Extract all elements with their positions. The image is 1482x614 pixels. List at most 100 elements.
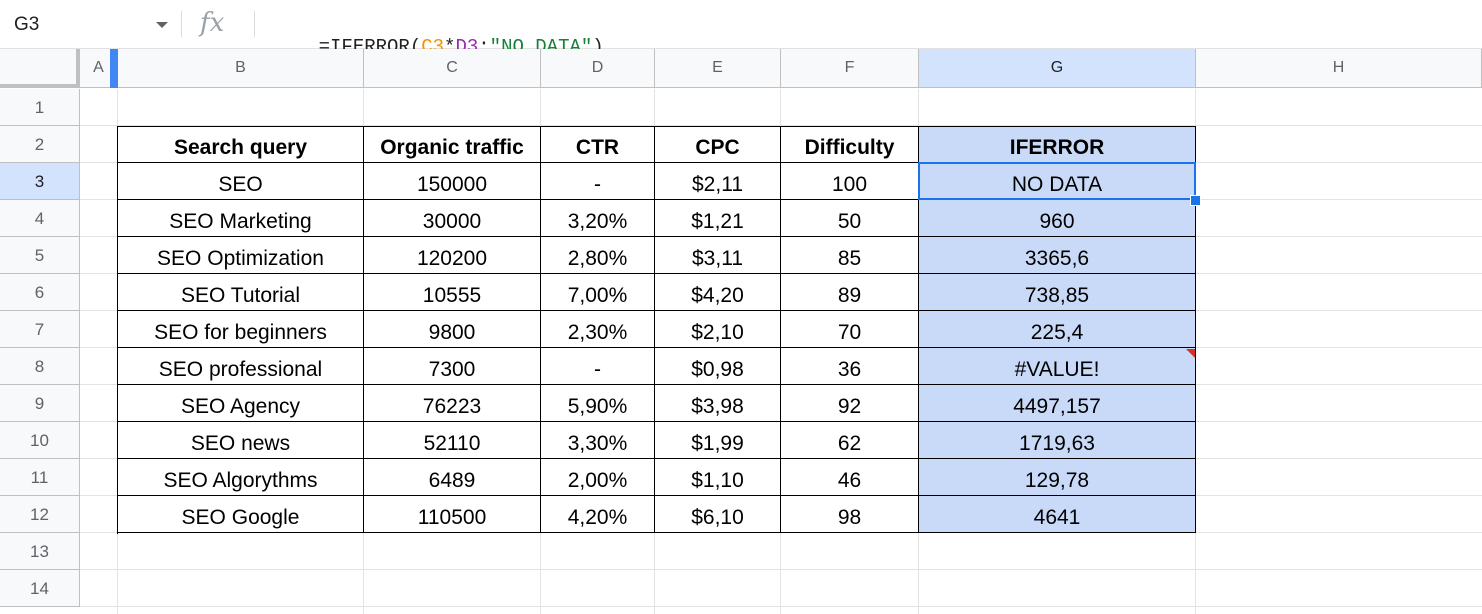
table-cell[interactable]: SEO Google xyxy=(118,496,364,533)
table-cell[interactable]: 7300 xyxy=(364,348,541,385)
row-header-9[interactable]: 9 xyxy=(0,385,80,422)
column-header-e[interactable]: E xyxy=(655,49,781,88)
table-cell[interactable]: 85 xyxy=(781,237,919,274)
table-cell[interactable]: 4,20% xyxy=(541,496,655,533)
table-cell[interactable]: 89 xyxy=(781,274,919,311)
table-cell[interactable]: 3365,6 xyxy=(919,237,1196,274)
table-cell[interactable]: 738,85 xyxy=(919,274,1196,311)
table-cell[interactable]: SEO Optimization xyxy=(118,237,364,274)
row-header-11[interactable]: 11 xyxy=(0,459,80,496)
row-header-13[interactable]: 13 xyxy=(0,533,80,570)
fill-handle[interactable] xyxy=(1190,195,1201,206)
table-cell[interactable]: 2,00% xyxy=(541,459,655,496)
table-cell[interactable]: SEO Agency xyxy=(118,385,364,422)
table-cell[interactable]: 46 xyxy=(781,459,919,496)
table-cell[interactable]: $1,10 xyxy=(655,459,781,496)
column-header-c[interactable]: C xyxy=(364,49,541,88)
table-header-cell[interactable]: IFERROR xyxy=(919,126,1196,163)
table-cell[interactable]: $4,20 xyxy=(655,274,781,311)
grid-line xyxy=(80,569,1482,570)
column-header-d[interactable]: D xyxy=(541,49,655,88)
table-cell[interactable]: 52110 xyxy=(364,422,541,459)
row-header-6[interactable]: 6 xyxy=(0,274,80,311)
table-cell[interactable]: 36 xyxy=(781,348,919,385)
table-cell[interactable]: 960 xyxy=(919,200,1196,237)
table-cell[interactable]: 62 xyxy=(781,422,919,459)
table-cell[interactable]: 4497,157 xyxy=(919,385,1196,422)
table-cell[interactable]: 129,78 xyxy=(919,459,1196,496)
table-cell[interactable]: - xyxy=(541,348,655,385)
table-cell[interactable]: 225,4 xyxy=(919,311,1196,348)
table-cell[interactable]: $2,10 xyxy=(655,311,781,348)
name-box[interactable]: G3 xyxy=(0,0,180,48)
table-cell[interactable]: SEO xyxy=(118,163,364,200)
table-cell[interactable]: 120200 xyxy=(364,237,541,274)
column-header-g[interactable]: G xyxy=(919,49,1196,88)
table-cell[interactable]: 3,30% xyxy=(541,422,655,459)
table-cell[interactable]: SEO for beginners xyxy=(118,311,364,348)
table-cell[interactable]: $1,99 xyxy=(655,422,781,459)
column-freeze-handle[interactable] xyxy=(110,49,118,88)
table-cell[interactable]: 2,80% xyxy=(541,237,655,274)
table-cell[interactable]: SEO Tutorial xyxy=(118,274,364,311)
chevron-down-icon[interactable] xyxy=(156,22,168,28)
row-header-5[interactable]: 5 xyxy=(0,237,80,274)
table-cell[interactable]: 30000 xyxy=(364,200,541,237)
table-cell[interactable]: 7,00% xyxy=(541,274,655,311)
table-cell[interactable]: 6489 xyxy=(364,459,541,496)
active-cell-outline[interactable] xyxy=(918,162,1196,200)
name-box-value: G3 xyxy=(14,14,40,35)
column-header-b[interactable]: B xyxy=(118,49,364,88)
table-cell[interactable]: 76223 xyxy=(364,385,541,422)
table-cell[interactable]: 2,30% xyxy=(541,311,655,348)
table-cell[interactable]: 98 xyxy=(781,496,919,533)
table-cell[interactable]: 150000 xyxy=(364,163,541,200)
table-cell[interactable]: 5,90% xyxy=(541,385,655,422)
table-cell[interactable]: #VALUE! xyxy=(919,348,1196,385)
row-header-12[interactable]: 12 xyxy=(0,496,80,533)
formula-token: ) xyxy=(592,36,604,58)
table-cell[interactable]: NO DATA xyxy=(919,163,1196,200)
row-header-7[interactable]: 7 xyxy=(0,311,80,348)
table-cell[interactable]: $1,21 xyxy=(655,200,781,237)
row-header-4[interactable]: 4 xyxy=(0,200,80,237)
table-cell[interactable]: 9800 xyxy=(364,311,541,348)
table-header-cell[interactable]: Search query xyxy=(118,126,364,163)
table-cell[interactable]: $3,98 xyxy=(655,385,781,422)
formula-token: * xyxy=(444,36,456,58)
row-header-1[interactable]: 1 xyxy=(0,89,80,126)
table-cell[interactable]: 110500 xyxy=(364,496,541,533)
row-header-3[interactable]: 3 xyxy=(0,163,80,200)
table-cell[interactable]: 4641 xyxy=(919,496,1196,533)
divider xyxy=(181,11,182,37)
table-header-cell[interactable]: Difficulty xyxy=(781,126,919,163)
column-header-h[interactable]: H xyxy=(1196,49,1482,88)
row-header-2[interactable]: 2 xyxy=(0,126,80,163)
table-cell[interactable]: SEO Marketing xyxy=(118,200,364,237)
select-all-corner[interactable] xyxy=(0,49,80,88)
table-header-cell[interactable]: Organic traffic xyxy=(364,126,541,163)
table-cell[interactable]: 92 xyxy=(781,385,919,422)
table-cell[interactable]: 50 xyxy=(781,200,919,237)
table-cell[interactable]: - xyxy=(541,163,655,200)
table-cell[interactable]: SEO news xyxy=(118,422,364,459)
table-cell[interactable]: 1719,63 xyxy=(919,422,1196,459)
table-cell[interactable]: $6,10 xyxy=(655,496,781,533)
column-header-f[interactable]: F xyxy=(781,49,919,88)
error-indicator-icon[interactable] xyxy=(1186,349,1195,358)
row-header-8[interactable]: 8 xyxy=(0,348,80,385)
table-header-cell[interactable]: CTR xyxy=(541,126,655,163)
table-cell[interactable]: $2,11 xyxy=(655,163,781,200)
table-cell[interactable]: SEO professional xyxy=(118,348,364,385)
table-cell[interactable]: 10555 xyxy=(364,274,541,311)
table-cell[interactable]: $0,98 xyxy=(655,348,781,385)
table-header-cell[interactable]: CPC xyxy=(655,126,781,163)
table-cell[interactable]: 100 xyxy=(781,163,919,200)
formula-bar: G3 fx =IFERROR(C3*D3;"NO DATA") xyxy=(0,0,1482,58)
table-cell[interactable]: SEO Algorythms xyxy=(118,459,364,496)
table-cell[interactable]: 3,20% xyxy=(541,200,655,237)
row-header-14[interactable]: 14 xyxy=(0,570,80,607)
table-cell[interactable]: 70 xyxy=(781,311,919,348)
table-cell[interactable]: $3,11 xyxy=(655,237,781,274)
row-header-10[interactable]: 10 xyxy=(0,422,80,459)
